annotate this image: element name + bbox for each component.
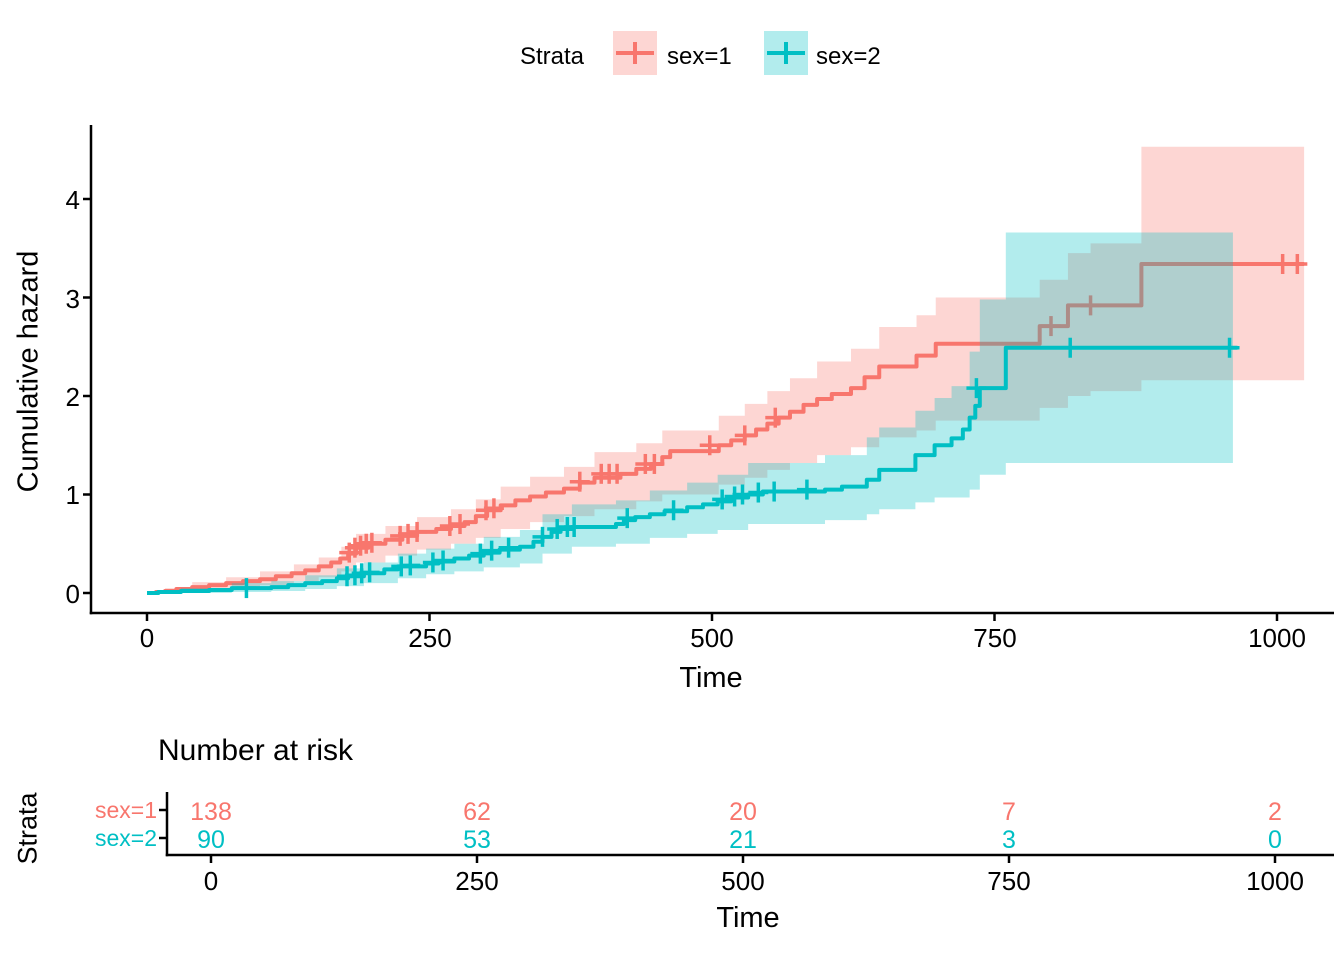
y-tick-1: 1	[65, 480, 80, 510]
risk-x-tick-1000: 1000	[1246, 866, 1304, 896]
y-tick-4: 4	[65, 185, 80, 215]
legend-label-sex2: sex=2	[816, 43, 881, 70]
risk-x-tick-250: 250	[455, 866, 499, 896]
legend-label-sex1: sex=1	[667, 43, 732, 70]
x-tick-0: 0	[139, 623, 155, 653]
risk-value: 90	[197, 826, 225, 854]
legend-title: Strata	[520, 43, 585, 70]
y-axis-title: Cumulative hazard	[12, 250, 45, 493]
risk-value: 2	[1268, 798, 1282, 826]
y-tick-2: 2	[65, 382, 80, 412]
risk-value: 21	[729, 826, 757, 854]
risk-value: 3	[1002, 826, 1016, 854]
x-tick-500: 500	[690, 623, 734, 653]
risk-value: 62	[463, 798, 491, 826]
risk-x-tick-500: 500	[721, 866, 765, 896]
y-tick-0: 0	[65, 579, 80, 609]
risk-value: 0	[1268, 826, 1282, 854]
risk-value: 138	[190, 798, 232, 826]
risk-table-title: Number at risk	[158, 734, 354, 767]
risk-value: 7	[1002, 798, 1016, 826]
x-axis-title: Time	[679, 662, 743, 694]
y-tick-3: 3	[65, 284, 80, 314]
risk-value: 20	[729, 798, 757, 826]
risk-x-axis-title: Time	[716, 902, 780, 934]
risk-row-label-sex2: sex=2	[94, 825, 157, 851]
x-tick-750: 750	[973, 623, 1017, 653]
risk-x-tick-750: 750	[987, 866, 1031, 896]
x-tick-1000: 1000	[1248, 623, 1306, 653]
risk-row-label-sex1: sex=1	[94, 797, 157, 823]
risk-value: 53	[463, 826, 491, 854]
risk-x-tick-0: 0	[203, 866, 219, 896]
x-tick-250: 250	[408, 623, 452, 653]
